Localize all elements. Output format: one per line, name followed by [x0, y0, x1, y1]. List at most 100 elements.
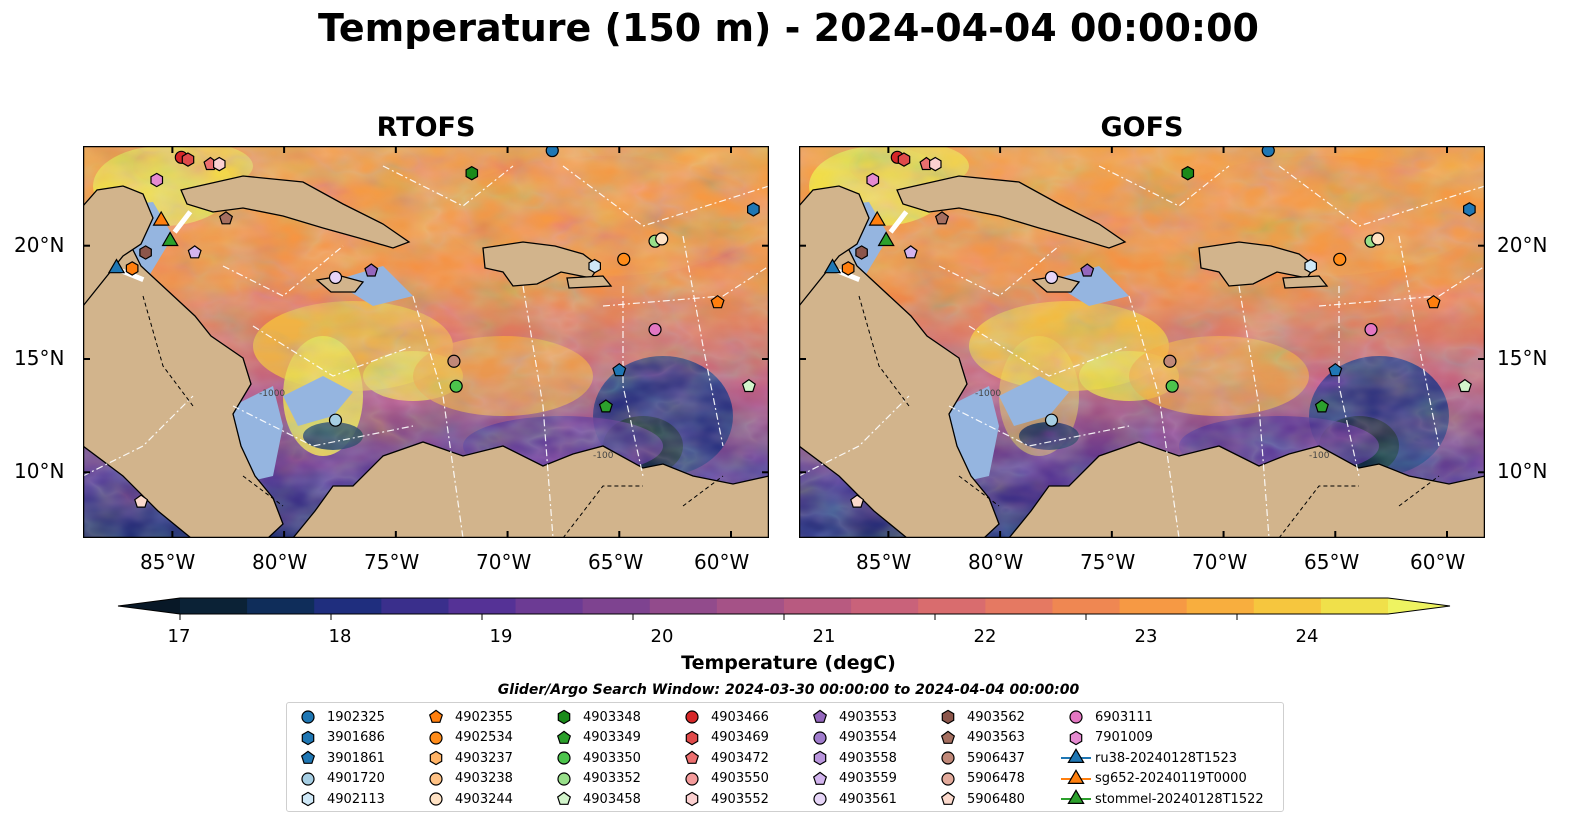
- legend-label: sg652-20240119T0000: [1095, 771, 1247, 786]
- land-central-america: [83, 243, 284, 538]
- lat-tick-label: 10°N: [1497, 459, 1548, 483]
- pentagon-marker-icon: [428, 709, 444, 723]
- legend-label: 4903469: [711, 730, 769, 745]
- land-hispaniola: [482, 241, 600, 287]
- legend-entry: 4903552: [675, 789, 769, 809]
- circle-marker-icon: [429, 771, 443, 786]
- land-puerto-rico: [1282, 275, 1329, 289]
- lat-tick-label: 15°N: [1497, 346, 1548, 370]
- colorbar-bin: [1052, 598, 1121, 614]
- map-panel-rtofs: -1000 -100: [83, 146, 769, 538]
- argo-float-marker: [447, 354, 461, 368]
- circle-marker-icon: [557, 751, 571, 765]
- land-south-america: [1008, 441, 1485, 538]
- argo-float-marker: [1181, 165, 1195, 181]
- triangle-marker-icon: [1067, 768, 1085, 784]
- hexagon-marker-icon: [1069, 730, 1083, 745]
- legend-entry: 4901720: [291, 769, 385, 789]
- eez-boundary: [522, 285, 554, 538]
- legend-label: 3901861: [327, 750, 385, 766]
- lat-tick-label: 10°N: [14, 459, 65, 483]
- pentagon-marker-icon: [300, 750, 316, 764]
- colorbar-title: Temperature (degC): [681, 652, 896, 674]
- argo-float-marker: [617, 252, 631, 266]
- lon-tick-label: 80°W: [252, 550, 308, 574]
- legend-entry: 5906478: [931, 769, 1025, 789]
- legend-label: 7901009: [1095, 730, 1153, 745]
- eez-boundary: [682, 235, 724, 447]
- argo-float-marker: [364, 263, 379, 277]
- legend-label: 5906437: [967, 750, 1025, 766]
- argo-float-marker: [328, 270, 343, 285]
- circle-marker-icon: [301, 771, 315, 786]
- legend-entry: 4903244: [419, 789, 513, 809]
- colorbar-over-arrow: [1388, 598, 1450, 614]
- triangle-marker-icon: [1061, 748, 1091, 763]
- lat-tick-label: 20°N: [1497, 233, 1548, 257]
- hexagon-marker-icon: [301, 730, 315, 745]
- country-border: [242, 475, 284, 507]
- legend-entry: 4903563: [931, 728, 1025, 748]
- argo-float-marker: [929, 156, 942, 172]
- colorbar-bin: [448, 598, 517, 614]
- hexagon-marker-icon: [301, 730, 315, 745]
- eez-boundary: [1318, 265, 1485, 307]
- lon-tick-label: 60°W: [1410, 550, 1466, 574]
- pentagon-marker-icon: [940, 730, 956, 744]
- legend-label: 4903554: [839, 730, 897, 745]
- legend-entry: 4903352: [547, 769, 641, 789]
- glider-marker: [877, 231, 895, 247]
- circle-marker-icon: [941, 751, 955, 765]
- legend-entry: 4903350: [547, 748, 641, 768]
- country-border: [958, 475, 1000, 507]
- legend-entry: 4903553: [803, 707, 897, 727]
- glider-track: [888, 210, 909, 234]
- lon-tick-label: 80°W: [968, 550, 1024, 574]
- circle-marker-icon: [429, 730, 443, 745]
- legend-label: 4901720: [327, 771, 385, 786]
- colorbar-bin: [314, 598, 382, 614]
- circle-marker-icon: [301, 710, 315, 724]
- colorbar-tick-label: 19: [489, 626, 513, 647]
- legend-label: 6903111: [1095, 709, 1153, 725]
- legend-entry: 4903558: [803, 748, 897, 768]
- legend-entry: 4902355: [419, 707, 513, 727]
- circle-marker-icon: [301, 771, 315, 786]
- legend-label: 3901686: [327, 730, 385, 745]
- circle-marker-icon: [813, 792, 827, 806]
- pentagon-marker-icon: [428, 709, 444, 723]
- pentagon-marker-icon: [556, 791, 572, 805]
- lon-tick-label: 65°W: [1304, 550, 1360, 574]
- legend-label: ru38-20240128T1523: [1095, 750, 1238, 766]
- legend-entry: 4903469: [675, 728, 769, 748]
- country-border: [682, 475, 724, 507]
- legend-label: 4903553: [839, 709, 897, 725]
- land-hispaniola: [1198, 241, 1316, 287]
- circle-marker-icon: [557, 771, 571, 786]
- argo-float-marker: [746, 202, 760, 217]
- circle-marker-icon: [301, 710, 315, 724]
- triangle-marker-icon: [1061, 768, 1091, 784]
- argo-float-marker: [841, 261, 855, 276]
- legend-entry: 5906480: [931, 789, 1025, 809]
- legend-label: 4903244: [455, 791, 513, 807]
- colorbar-tick-label: 22: [973, 626, 997, 647]
- legend-entry: 4903458: [547, 789, 641, 809]
- legend-entry: 4902534: [419, 728, 513, 748]
- circle-marker-icon: [429, 771, 443, 786]
- land-yucatan: [83, 185, 154, 308]
- eez-boundary: [562, 165, 769, 227]
- argo-float-marker: [1261, 146, 1275, 158]
- colorbar-bin: [784, 598, 852, 614]
- glider-marker: [161, 231, 179, 247]
- temperature-map: -1000 -100: [799, 146, 1485, 538]
- eez-boundary: [622, 286, 644, 477]
- eez-boundary: [1128, 295, 1180, 538]
- argo-float-marker: [648, 322, 662, 337]
- hexagon-marker-icon: [813, 750, 827, 766]
- country-border: [142, 295, 194, 407]
- legend-label: 4902534: [455, 730, 513, 745]
- eez-boundary: [1338, 286, 1360, 477]
- argo-float-marker: [934, 211, 950, 225]
- temperature-map: -1000 -100: [83, 146, 769, 538]
